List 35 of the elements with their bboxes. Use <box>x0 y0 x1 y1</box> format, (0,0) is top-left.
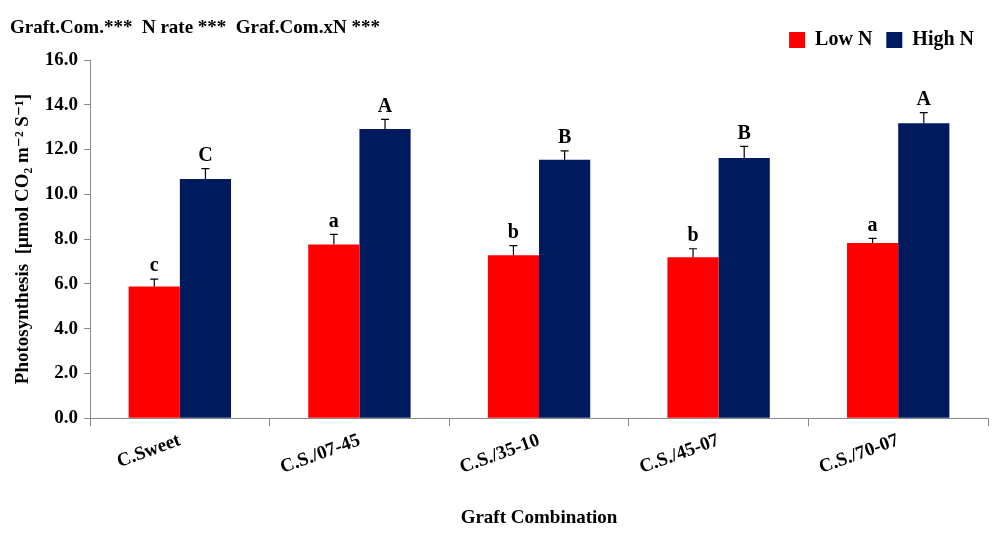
bar <box>898 123 950 418</box>
y-tick-label: 4.0 <box>54 316 79 338</box>
bar <box>718 158 770 418</box>
bar <box>128 286 180 418</box>
bar <box>847 242 899 418</box>
y-tick-label: 10.0 <box>44 182 79 204</box>
y-tick-label: 2.0 <box>54 361 79 383</box>
y-tick-label: 8.0 <box>54 227 79 249</box>
data-label: B <box>737 120 751 143</box>
data-label: c <box>149 253 159 276</box>
y-tick-label: 6.0 <box>54 271 79 293</box>
x-axis-title: Graft Combination <box>460 505 618 527</box>
bar <box>667 257 719 418</box>
bar <box>179 178 232 418</box>
bar <box>539 159 591 418</box>
data-label: C <box>198 142 213 165</box>
y-tick-label: 14.0 <box>44 92 79 114</box>
legend-label: Low N <box>815 27 873 50</box>
data-label: B <box>557 125 572 148</box>
data-label: a <box>328 208 339 231</box>
y-tick-label: 0.0 <box>54 406 79 428</box>
data-label: A <box>377 93 393 116</box>
data-label: b <box>507 219 519 242</box>
y-axis-title: Photosynthesis [μmol CO₂ m⁻² S⁻¹] <box>11 94 33 385</box>
data-label: A <box>916 86 932 109</box>
bar <box>308 244 360 418</box>
bar <box>487 255 540 418</box>
data-label: a <box>867 212 878 235</box>
chart-title: Graft.Com.*** N rate *** Graf.Com.xN *** <box>10 16 380 38</box>
y-tick-label: 12.0 <box>44 137 79 159</box>
bar <box>359 128 411 418</box>
legend-label: High N <box>912 27 975 51</box>
x-tick-label: C.Sweet <box>113 428 184 471</box>
y-tick-label: 16.0 <box>44 47 79 69</box>
data-label: b <box>687 222 699 245</box>
